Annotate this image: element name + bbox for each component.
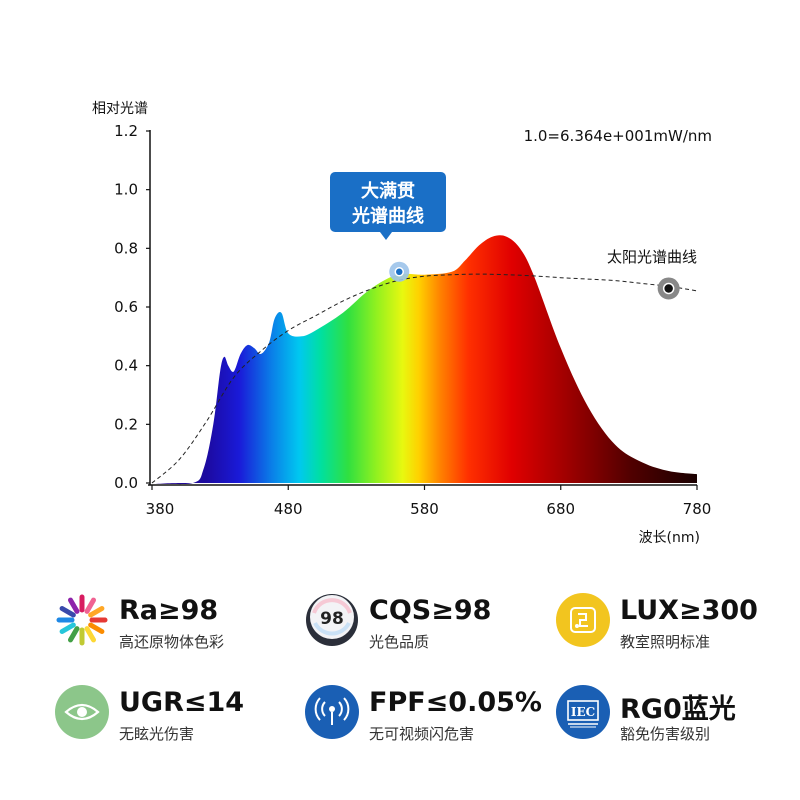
spectrum-area — [152, 235, 697, 485]
feature-ra: Ra≥98 高还原物体色彩 — [55, 593, 295, 657]
feature-lux-subtitle: 教室照明标准 — [620, 633, 711, 651]
y-tick-label: 0.8 — [114, 239, 138, 257]
x-tick-label: 780 — [683, 500, 712, 518]
feature-ugr-subtitle: 无眩光伤害 — [119, 725, 195, 743]
feature-grid: Ra≥98 高还原物体色彩 98 CQS≥98 光色品质 LUX≥300 — [0, 585, 800, 785]
scale-note: 1.0=6.364e+001mW/nm — [524, 127, 712, 145]
feature-lux-title: LUX≥300 — [620, 595, 758, 626]
y-tick-label: 1.2 — [114, 122, 138, 140]
y-tick-label: 0.0 — [114, 474, 138, 492]
callout-bubble: 大满贯 光谱曲线 — [330, 172, 446, 240]
feature-ugr-title: UGR≤14 — [119, 687, 245, 718]
y-axis-label: 相对光谱 — [92, 101, 148, 117]
svg-text:98: 98 — [320, 609, 344, 629]
feature-cqs-title: CQS≥98 — [369, 595, 492, 626]
x-tick-label: 680 — [546, 500, 575, 518]
feature-ra-title: Ra≥98 — [119, 595, 219, 626]
x-axis-label: 波长(nm) — [639, 530, 700, 546]
feature-ugr: UGR≤14 无眩光伤害 — [55, 685, 295, 749]
x-tick-label: 480 — [274, 500, 303, 518]
cqs-98-badge-icon: 98 — [305, 593, 359, 647]
sun-marker — [657, 277, 680, 300]
y-tick-label: 1.0 — [114, 181, 138, 199]
flicker-signal-icon — [305, 685, 359, 739]
color-wheel-icon — [55, 593, 109, 647]
feature-rg0: IEC RG0蓝光 豁免伤害级别 — [556, 685, 796, 749]
iec-icon: IEC — [556, 685, 610, 739]
eye-icon — [55, 685, 109, 739]
lux-light-icon — [556, 593, 610, 647]
feature-lux: LUX≥300 教室照明标准 — [556, 593, 796, 657]
x-tick-label: 580 — [410, 500, 439, 518]
feature-cqs-subtitle: 光色品质 — [369, 633, 430, 651]
feature-rg0-subtitle: 豁免伤害级别 — [620, 725, 711, 743]
y-tick-label: 0.2 — [114, 415, 138, 433]
sun-spectrum-label: 太阳光谱曲线 — [607, 248, 697, 266]
spectrum-marker — [389, 261, 410, 282]
y-tick-label: 0.4 — [114, 357, 138, 375]
feature-ra-subtitle: 高还原物体色彩 — [119, 633, 225, 651]
callout-line1: 大满贯 — [361, 180, 415, 202]
callout-line2: 光谱曲线 — [351, 205, 424, 227]
feature-fpf: FPF≤0.05% 无可视频闪危害 — [305, 685, 545, 749]
svg-text:IEC: IEC — [571, 705, 595, 719]
feature-rg0-title: RG0蓝光 — [620, 694, 736, 725]
feature-cqs: 98 CQS≥98 光色品质 — [305, 593, 545, 657]
spectrum-chart: 相对光谱 1.0=6.364e+001mW/nm 0.0 0.2 0.4 0.6 0.8… — [92, 101, 712, 546]
feature-fpf-subtitle: 无可视频闪危害 — [369, 725, 475, 743]
feature-fpf-title: FPF≤0.05% — [369, 687, 542, 718]
x-tick-label: 380 — [146, 500, 175, 518]
y-tick-label: 0.6 — [114, 298, 138, 316]
